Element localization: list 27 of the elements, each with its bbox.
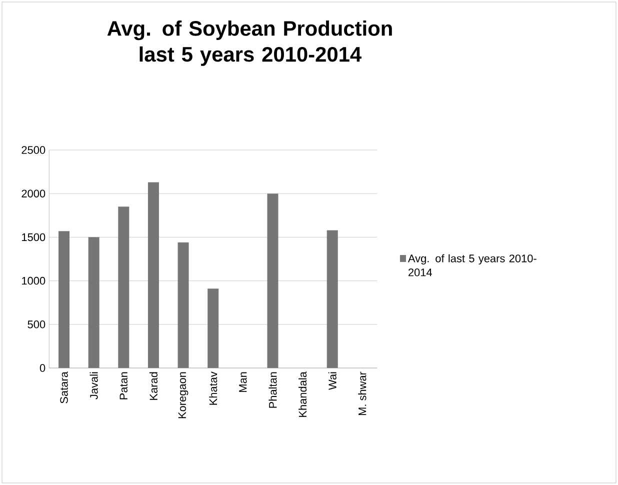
x-tick-label: Satara bbox=[60, 372, 68, 404]
y-tick-label: 1500 bbox=[22, 233, 46, 242]
bar bbox=[88, 237, 100, 368]
x-tick-label: Man bbox=[239, 372, 247, 392]
bar bbox=[58, 231, 70, 368]
x-tick-label: Phaltan bbox=[268, 372, 277, 408]
bar bbox=[178, 242, 189, 368]
x-tick-label: Wai bbox=[328, 372, 336, 390]
bar bbox=[326, 230, 338, 368]
x-tick-label: Khatav bbox=[209, 372, 218, 405]
bar bbox=[267, 194, 278, 368]
legend-label: Avg. of last 5 years 2010-2014 bbox=[408, 254, 536, 276]
x-tick-label: Javali bbox=[90, 372, 98, 400]
x-tick-label: Khandala bbox=[298, 372, 307, 417]
x-tick-label: Patan bbox=[120, 372, 128, 400]
y-tick-label: 1000 bbox=[22, 276, 46, 285]
y-tick-label: 500 bbox=[28, 320, 46, 328]
y-tick-label: 2500 bbox=[22, 146, 46, 154]
x-tick-label: Koregaon bbox=[178, 372, 188, 418]
chart-title: Avg. of Soybean Production last 5 years 2010-2014 bbox=[107, 20, 392, 66]
y-tick-label: 0 bbox=[40, 364, 46, 372]
x-tick-label: M. shwar bbox=[358, 372, 366, 416]
y-tick-label: 2000 bbox=[22, 190, 46, 198]
x-tick-label: Karad bbox=[149, 372, 158, 400]
bar bbox=[208, 288, 219, 368]
bar bbox=[148, 182, 159, 368]
bar bbox=[118, 206, 130, 368]
